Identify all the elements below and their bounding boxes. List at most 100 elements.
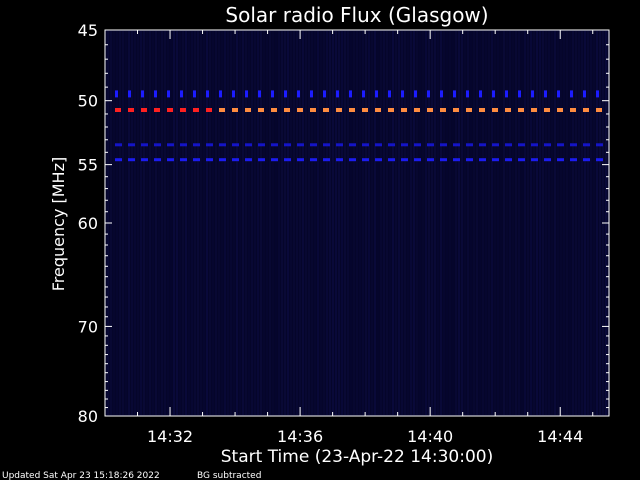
band-dash: [232, 90, 235, 98]
band-dash: [401, 143, 408, 147]
spectrogram-texture: [107, 31, 610, 415]
texture-column: [230, 31, 232, 415]
band-dash: [388, 143, 395, 147]
band-dash: [557, 90, 560, 98]
band-dash: [349, 108, 355, 112]
texture-column: [488, 31, 490, 415]
texture-column: [236, 31, 238, 415]
band-dash: [440, 158, 447, 162]
texture-column: [146, 31, 148, 415]
texture-column: [203, 31, 205, 415]
texture-column: [332, 31, 334, 415]
texture-column: [263, 31, 265, 415]
texture-column: [311, 31, 313, 415]
band-dash: [219, 108, 225, 112]
texture-column: [362, 31, 364, 415]
texture-column: [275, 31, 277, 415]
band-dash: [596, 143, 603, 147]
band-dash: [336, 108, 342, 112]
texture-column: [167, 31, 169, 415]
texture-column: [158, 31, 160, 415]
texture-column: [209, 31, 211, 415]
band-dash: [570, 90, 573, 98]
x-tick-label: 14:44: [537, 427, 583, 446]
footer-bg-note: BG subtracted: [197, 471, 261, 480]
texture-column: [257, 31, 259, 415]
band-dash: [128, 158, 135, 162]
band-dash: [141, 108, 147, 112]
band-dash: [271, 158, 278, 162]
band-dash: [453, 90, 456, 98]
texture-column: [116, 31, 118, 415]
texture-column: [383, 31, 385, 415]
band-dash: [388, 90, 391, 98]
band-dash: [115, 158, 122, 162]
texture-column: [122, 31, 124, 415]
plot-area: [105, 30, 609, 416]
texture-column: [503, 31, 505, 415]
band-dash: [232, 158, 239, 162]
texture-column: [389, 31, 391, 415]
band-dash: [596, 90, 599, 98]
band-dash: [245, 158, 252, 162]
texture-column: [191, 31, 193, 415]
band-dash: [388, 158, 395, 162]
texture-column: [161, 31, 163, 415]
band-dash: [492, 158, 499, 162]
band-dash: [414, 108, 420, 112]
band-dash: [310, 158, 317, 162]
band-dash: [401, 108, 407, 112]
band-dash: [232, 143, 239, 147]
texture-column: [281, 31, 283, 415]
texture-column: [518, 31, 520, 415]
texture-column: [554, 31, 556, 415]
texture-column: [371, 31, 373, 415]
texture-column: [188, 31, 190, 415]
texture-column: [341, 31, 343, 415]
texture-column: [515, 31, 517, 415]
band-dash: [479, 90, 482, 98]
texture-column: [482, 31, 484, 415]
band-dash: [154, 108, 160, 112]
texture-column: [272, 31, 274, 415]
band-dash: [258, 108, 264, 112]
band-dash: [115, 90, 118, 98]
texture-column: [134, 31, 136, 415]
texture-column: [581, 31, 583, 415]
band-dash: [531, 143, 538, 147]
band-dash: [544, 108, 550, 112]
band-dash: [193, 90, 196, 98]
texture-column: [338, 31, 340, 415]
band-dash: [219, 143, 226, 147]
band-dash: [349, 158, 356, 162]
texture-column: [596, 31, 598, 415]
band-dash: [427, 143, 434, 147]
y-tick-label: 60: [78, 214, 98, 233]
band-dash: [128, 90, 131, 98]
texture-column: [152, 31, 154, 415]
band-dash: [193, 158, 200, 162]
y-tick-label: 45: [78, 21, 98, 40]
texture-column: [410, 31, 412, 415]
band-dash: [557, 143, 564, 147]
band-dash: [375, 158, 382, 162]
band-dash: [310, 143, 317, 147]
texture-column: [113, 31, 115, 415]
band-dash: [466, 143, 473, 147]
texture-column: [449, 31, 451, 415]
texture-column: [458, 31, 460, 415]
texture-column: [149, 31, 151, 415]
texture-column: [542, 31, 544, 415]
texture-column: [302, 31, 304, 415]
band-dash: [557, 158, 564, 162]
texture-column: [254, 31, 256, 415]
texture-column: [473, 31, 475, 415]
texture-column: [461, 31, 463, 415]
texture-column: [239, 31, 241, 415]
band-dash: [427, 108, 433, 112]
texture-column: [305, 31, 307, 415]
band-dash: [505, 158, 512, 162]
band-dash: [583, 158, 590, 162]
texture-column: [386, 31, 388, 415]
